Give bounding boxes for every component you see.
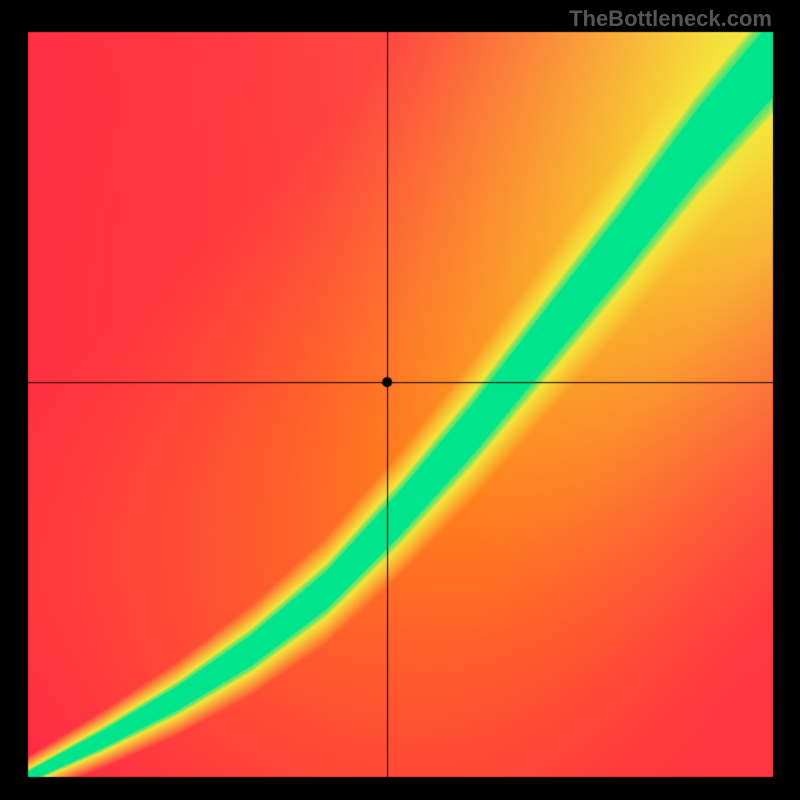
watermark-text: TheBottleneck.com [569, 6, 772, 32]
heatmap-canvas [0, 0, 800, 800]
chart-container: TheBottleneck.com [0, 0, 800, 800]
